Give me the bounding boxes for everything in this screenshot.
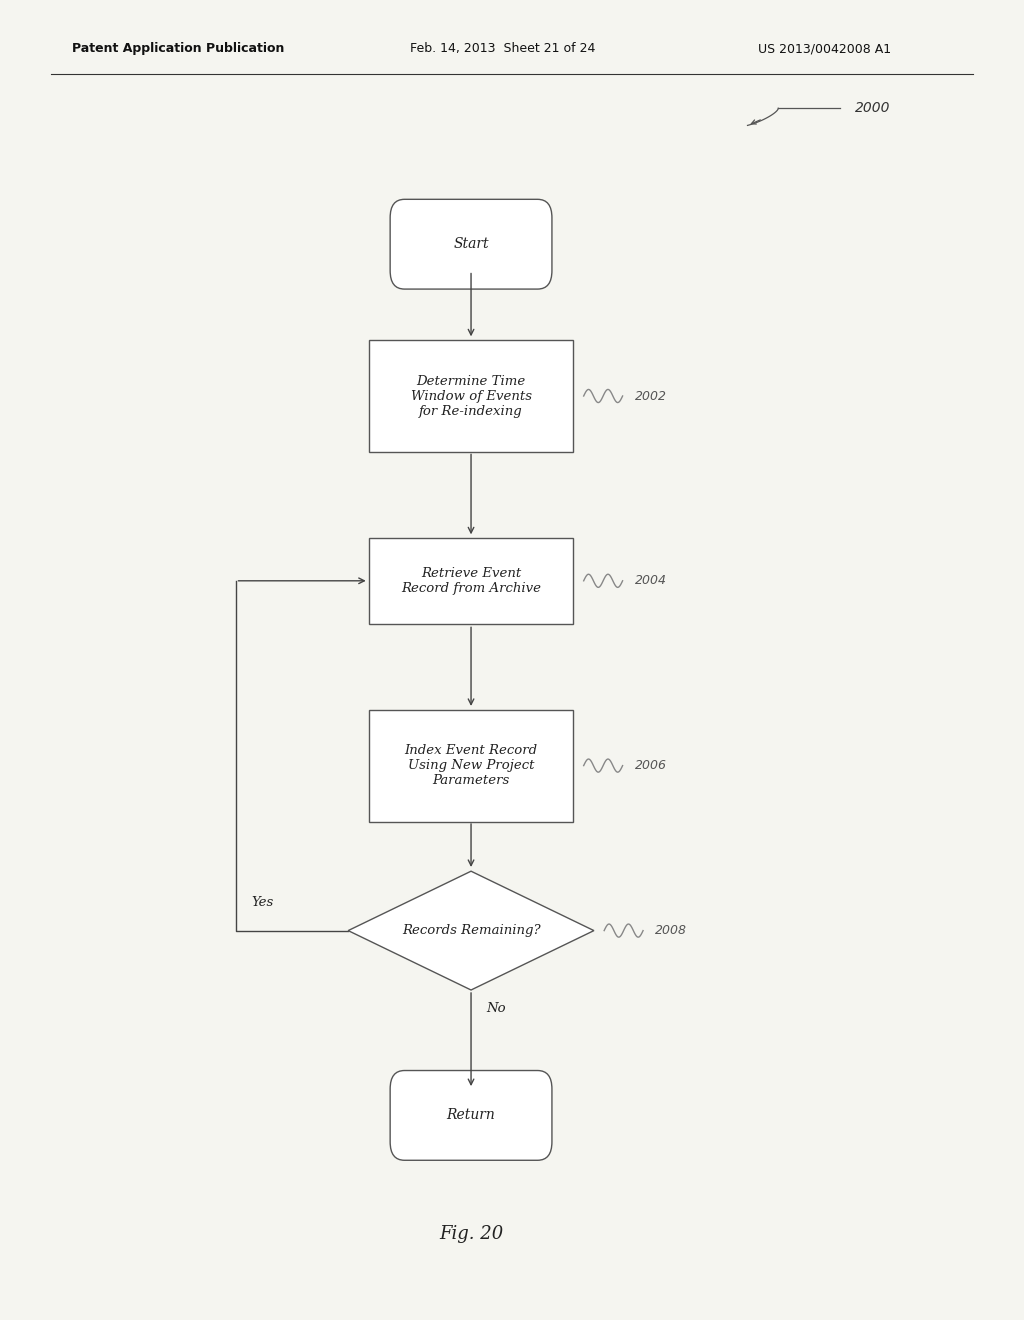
Text: Index Event Record
Using New Project
Parameters: Index Event Record Using New Project Par…: [404, 744, 538, 787]
Text: US 2013/0042008 A1: US 2013/0042008 A1: [758, 42, 891, 55]
Text: No: No: [486, 1002, 506, 1015]
FancyBboxPatch shape: [369, 539, 573, 623]
Text: Yes: Yes: [251, 896, 273, 909]
Text: 2008: 2008: [655, 924, 687, 937]
Polygon shape: [348, 871, 594, 990]
FancyBboxPatch shape: [390, 199, 552, 289]
Text: 2000: 2000: [855, 102, 891, 115]
Text: Feb. 14, 2013  Sheet 21 of 24: Feb. 14, 2013 Sheet 21 of 24: [410, 42, 595, 55]
Text: 2004: 2004: [635, 574, 667, 587]
Text: Retrieve Event
Record from Archive: Retrieve Event Record from Archive: [401, 566, 541, 595]
Text: Records Remaining?: Records Remaining?: [401, 924, 541, 937]
Text: 2002: 2002: [635, 389, 667, 403]
Text: 2006: 2006: [635, 759, 667, 772]
Text: Start: Start: [454, 238, 488, 251]
Text: Return: Return: [446, 1109, 496, 1122]
FancyBboxPatch shape: [369, 341, 573, 451]
FancyBboxPatch shape: [390, 1071, 552, 1160]
Text: Fig. 20: Fig. 20: [439, 1225, 503, 1243]
Text: Determine Time
Window of Events
for Re-indexing: Determine Time Window of Events for Re-i…: [411, 375, 531, 417]
FancyBboxPatch shape: [369, 710, 573, 821]
Text: Patent Application Publication: Patent Application Publication: [72, 42, 284, 55]
